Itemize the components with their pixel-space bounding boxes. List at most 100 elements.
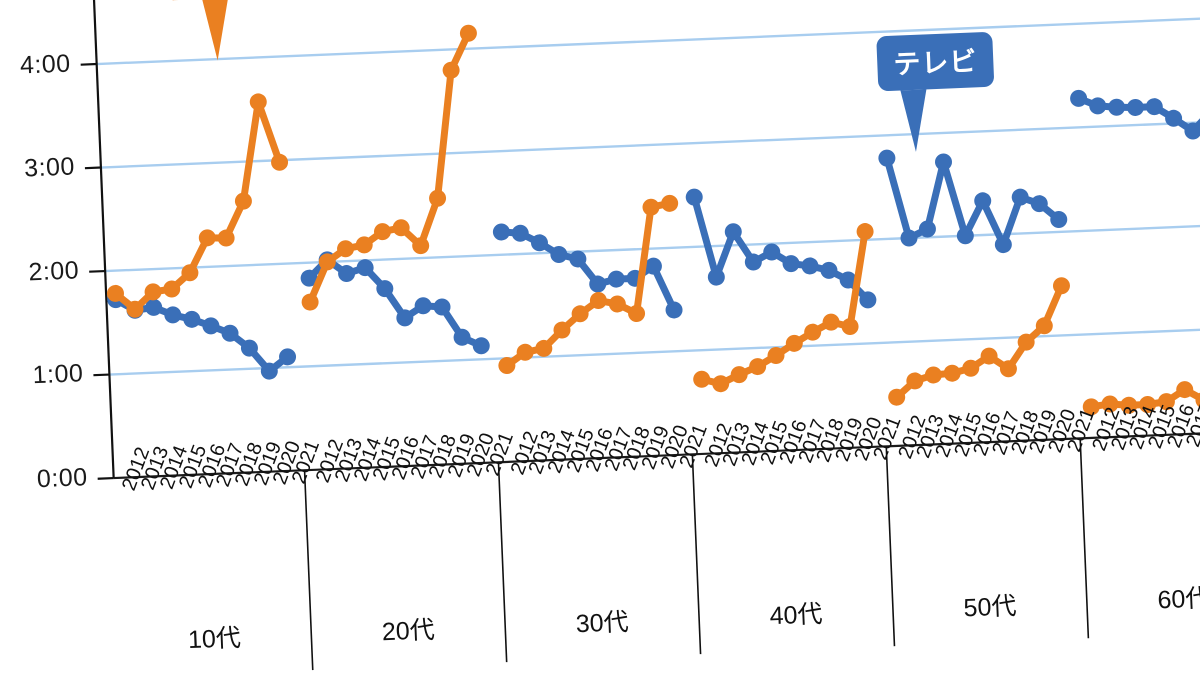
data-point bbox=[414, 297, 432, 315]
data-point bbox=[164, 306, 182, 324]
data-point bbox=[106, 284, 124, 302]
data-point bbox=[980, 347, 998, 365]
series-line bbox=[883, 154, 1063, 249]
data-point bbox=[859, 291, 877, 309]
data-point bbox=[924, 366, 942, 384]
data-point bbox=[217, 229, 235, 247]
data-point bbox=[707, 268, 725, 286]
data-point bbox=[888, 388, 906, 406]
series-line bbox=[1087, 346, 1200, 411]
data-point bbox=[1030, 195, 1048, 213]
data-point bbox=[300, 269, 318, 287]
data-point bbox=[607, 270, 625, 288]
data-point bbox=[571, 305, 589, 323]
data-point bbox=[1139, 396, 1157, 414]
data-point bbox=[453, 328, 471, 346]
data-point bbox=[994, 236, 1012, 254]
data-point bbox=[355, 236, 373, 254]
series-line bbox=[112, 296, 292, 375]
data-point bbox=[511, 224, 529, 242]
data-point bbox=[1052, 277, 1070, 295]
data-point bbox=[412, 237, 430, 255]
data-point bbox=[498, 357, 516, 375]
data-point bbox=[1165, 109, 1183, 127]
data-point bbox=[589, 275, 607, 293]
series-line bbox=[698, 228, 869, 388]
data-point bbox=[822, 313, 840, 331]
data-point bbox=[144, 283, 162, 301]
data-point bbox=[856, 223, 874, 241]
data-point bbox=[569, 250, 587, 268]
x-axis-group-label: 20代 bbox=[381, 616, 436, 647]
series-line bbox=[305, 256, 485, 350]
data-point bbox=[1089, 97, 1107, 115]
data-point bbox=[392, 219, 410, 237]
data-point bbox=[665, 301, 683, 319]
data-point bbox=[1176, 381, 1194, 399]
data-point bbox=[1120, 396, 1138, 414]
data-point bbox=[260, 362, 278, 380]
series-line bbox=[690, 193, 872, 304]
data-point bbox=[376, 280, 394, 298]
data-point bbox=[782, 255, 800, 273]
data-point bbox=[459, 24, 477, 42]
data-point bbox=[516, 343, 534, 361]
callout-tv: テレビ bbox=[876, 31, 995, 153]
data-point bbox=[234, 192, 252, 210]
series-tv bbox=[107, 89, 1200, 380]
data-point bbox=[396, 309, 414, 327]
data-point bbox=[550, 246, 568, 264]
data-point bbox=[442, 61, 460, 79]
data-point bbox=[956, 227, 974, 245]
data-point bbox=[693, 370, 711, 388]
data-point bbox=[198, 229, 216, 247]
data-point bbox=[181, 264, 199, 282]
series-line bbox=[306, 29, 472, 306]
data-point bbox=[878, 149, 896, 167]
data-point bbox=[1108, 98, 1126, 116]
data-point bbox=[145, 298, 163, 316]
data-point bbox=[337, 240, 355, 258]
data-point bbox=[642, 198, 660, 216]
data-point bbox=[1070, 89, 1088, 107]
series-line bbox=[111, 98, 284, 313]
series-internet bbox=[106, 24, 1200, 416]
data-point bbox=[785, 334, 803, 352]
x-axis-group-label: 60代 bbox=[1156, 584, 1200, 615]
data-point bbox=[249, 93, 267, 111]
data-point bbox=[644, 257, 662, 275]
data-point bbox=[271, 153, 289, 171]
data-point bbox=[492, 223, 510, 241]
data-point bbox=[767, 347, 785, 365]
y-axis-tick-label: 4:00 bbox=[19, 49, 72, 80]
series-line bbox=[1075, 91, 1200, 135]
x-axis-group-label: 10代 bbox=[187, 624, 242, 655]
data-point bbox=[429, 189, 447, 207]
data-point bbox=[163, 280, 181, 298]
data-point bbox=[962, 359, 980, 377]
data-point bbox=[685, 188, 703, 206]
callout-tv-label: テレビ bbox=[892, 46, 979, 80]
x-axis-group-label: 50代 bbox=[963, 592, 1017, 623]
data-point bbox=[1050, 210, 1068, 228]
data-point bbox=[918, 220, 936, 238]
data-point bbox=[183, 310, 201, 328]
data-point bbox=[1011, 188, 1029, 206]
data-point bbox=[943, 364, 961, 382]
series-line bbox=[893, 282, 1065, 401]
data-point bbox=[744, 253, 762, 271]
data-point bbox=[730, 366, 748, 384]
data-point bbox=[338, 265, 356, 283]
data-point bbox=[433, 298, 451, 316]
data-point bbox=[608, 295, 626, 313]
x-axis-group-label: 40代 bbox=[769, 600, 824, 631]
data-point bbox=[589, 292, 607, 310]
y-axis-tick-label: 3:00 bbox=[23, 152, 76, 183]
data-point bbox=[934, 153, 952, 171]
data-point bbox=[279, 348, 297, 366]
callout-tv-tail bbox=[900, 89, 930, 153]
y-axis-tick-label: 0:00 bbox=[36, 463, 89, 494]
data-point bbox=[553, 321, 571, 339]
data-point bbox=[1157, 393, 1175, 411]
